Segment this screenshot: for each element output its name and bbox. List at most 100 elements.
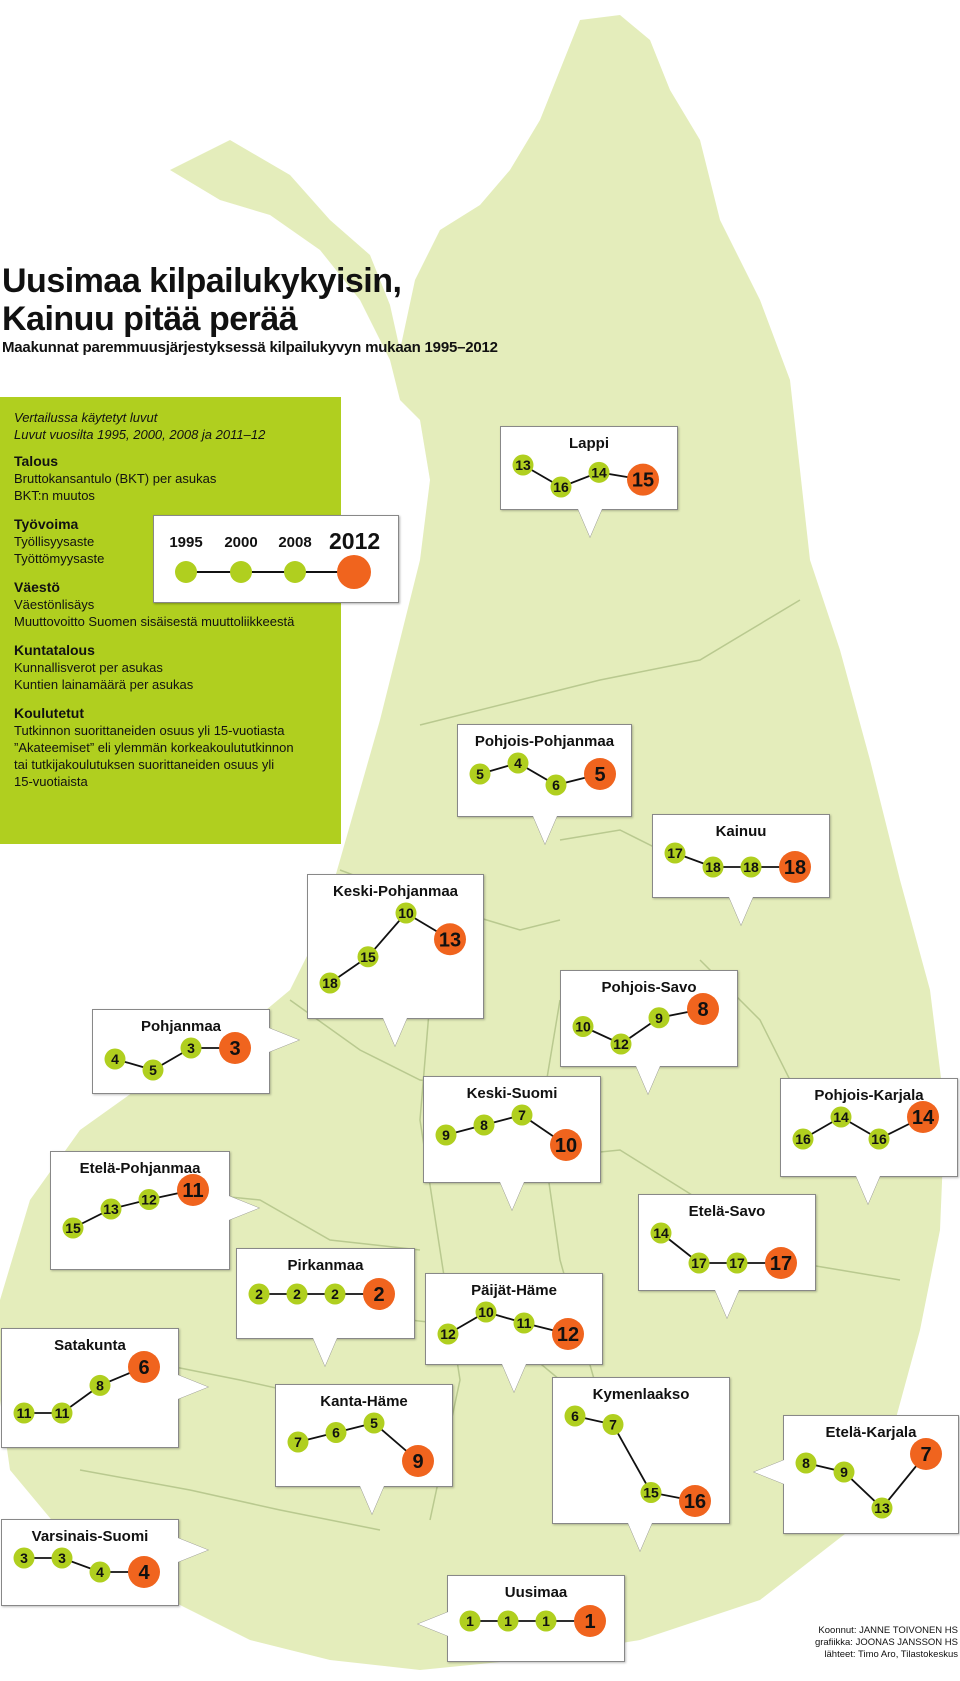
rank-label: 1 — [504, 1613, 512, 1629]
rank-dot-2012 — [907, 1101, 939, 1133]
rank-label: 5 — [149, 1062, 157, 1078]
rank-dot — [319, 972, 341, 994]
callout-pointer — [229, 1196, 259, 1220]
info-intro: Vertailussa käytetyt luvut Luvut vuosilt… — [14, 409, 327, 443]
rank-label: 13 — [439, 929, 461, 951]
rank-dot — [871, 1497, 893, 1519]
rank-dot — [545, 774, 567, 796]
rank-line — [522, 464, 644, 488]
rank-label: 8 — [697, 999, 708, 1021]
rank-dot — [142, 1059, 164, 1081]
rank-dot-2012 — [434, 923, 466, 956]
rank-line — [674, 852, 795, 868]
rank-label: 1 — [466, 1613, 474, 1629]
rank-label: 9 — [655, 1010, 663, 1026]
rank-chart: 18 15 10 13 — [319, 902, 466, 994]
rank-label: 17 — [691, 1255, 707, 1271]
info-line: Bruttokansantulo (BKT) per asukas — [14, 471, 217, 486]
rank-dot — [868, 1128, 890, 1150]
region-name: Kymenlaakso — [592, 1386, 690, 1403]
region-name: Pohjois-Karjala — [814, 1087, 924, 1104]
rank-label: 10 — [555, 1135, 577, 1157]
region-name: Keski-Pohjanmaa — [332, 883, 459, 900]
rank-dot — [640, 1482, 662, 1503]
region-name: Satakunta — [54, 1337, 126, 1354]
callout-pointer — [502, 1364, 526, 1392]
rank-dot — [248, 1283, 270, 1305]
region-card-varsinais-suomi: Varsinais-Suomi 3 3 4 4 — [1, 1519, 179, 1606]
rank-dot-2012 — [910, 1438, 942, 1470]
region-card-pohjois-savo: Pohjois-Savo 10 12 9 8 — [560, 970, 738, 1067]
info-section-tyovoima: Työvoima Työllisyysaste Työttömyysaste — [14, 516, 327, 567]
rank-dot — [688, 1252, 710, 1274]
rank-label: 13 — [103, 1201, 119, 1217]
callout-pointer — [360, 1486, 384, 1514]
rank-label: 5 — [476, 766, 484, 782]
rank-label: 9 — [442, 1127, 450, 1143]
rank-label: 12 — [613, 1036, 629, 1052]
rank-chart: 3 3 4 4 — [13, 1547, 160, 1588]
rank-line — [24, 1366, 145, 1414]
region-name: Pirkanmaa — [287, 1257, 364, 1274]
rank-dot — [287, 1431, 309, 1453]
rank-line — [660, 1232, 781, 1264]
rank-dot — [324, 1283, 346, 1305]
callout-pointer — [418, 1612, 448, 1636]
rank-dot-2012 — [363, 1278, 395, 1310]
callout-pointer — [628, 1523, 652, 1551]
rank-label: 5 — [370, 1415, 378, 1431]
legend-year-2008: 2008 — [278, 534, 312, 551]
rank-label: 16 — [684, 1491, 706, 1513]
info-section-title: Talous — [14, 453, 59, 469]
region-card-lappi: Lappi 13 16 14 15 — [500, 426, 678, 510]
rank-dot — [740, 856, 762, 878]
info-section-title: Kuntatalous — [14, 642, 95, 658]
rank-label: 6 — [571, 1408, 579, 1424]
rank-label: 5 — [594, 764, 605, 786]
rank-dot — [830, 1106, 852, 1128]
rank-chart: 4 5 3 3 — [104, 1032, 251, 1081]
rank-dot — [726, 1252, 748, 1274]
callout-pointer — [178, 1538, 208, 1562]
legend-year-2000: 2000 — [224, 534, 258, 551]
callout-pointer — [500, 1182, 524, 1210]
region-card-kanta-hame: Kanta-Häme 7 6 5 9 — [275, 1384, 453, 1487]
rank-line — [582, 1008, 704, 1046]
rank-dot — [62, 1217, 84, 1239]
region-card-satakunta: Satakunta 11 11 8 6 — [1, 1328, 179, 1448]
rank-dot — [602, 1414, 624, 1435]
title-line-2: Kainuu pitää perää — [2, 300, 298, 338]
rank-dot-2012 — [219, 1032, 251, 1064]
legend-dot-2012 — [337, 555, 371, 589]
rank-dot — [437, 1323, 459, 1345]
rank-dot — [100, 1198, 122, 1220]
info-line: Kunnallisverot per asukas — [14, 660, 163, 675]
rank-label: 7 — [518, 1107, 526, 1123]
region-name: Päijät-Häme — [471, 1282, 557, 1299]
rank-dot — [512, 454, 534, 476]
region-name: Etelä-Savo — [688, 1203, 766, 1220]
rank-label: 17 — [729, 1255, 745, 1271]
rank-line — [297, 1422, 419, 1462]
region-name: Lappi — [569, 435, 609, 452]
region-name: Keski-Suomi — [466, 1085, 558, 1102]
rank-label: 12 — [141, 1192, 157, 1208]
rank-dot-2012 — [574, 1605, 606, 1637]
rank-dot-2012 — [128, 1351, 160, 1383]
callout-pointer — [856, 1176, 880, 1204]
region-card-pohjois-pohjanmaa: Pohjois-Pohjanmaa 5 4 6 5 — [457, 724, 632, 817]
rank-dot — [664, 842, 686, 864]
rank-line — [805, 1453, 927, 1510]
rank-dot — [497, 1610, 519, 1632]
info-section-title: Koulutetut — [14, 705, 84, 721]
rank-label: 15 — [643, 1485, 659, 1501]
credits: Koonnut: JANNE TOIVONEN HS grafiikka: JO… — [815, 1625, 958, 1661]
rank-label: 14 — [653, 1225, 669, 1241]
info-line: ”Akateemiset” eli ylemmän korkeakoulutut… — [14, 740, 294, 755]
credit-sources: lähteet: Timo Aro, Tilastokeskus — [824, 1649, 958, 1660]
rank-dot — [473, 1114, 495, 1136]
info-line: Työllisyysaste — [14, 534, 95, 549]
title-line-1: Uusimaa kilpailukykyisin, — [2, 262, 402, 300]
rank-label: 1 — [584, 1611, 595, 1633]
region-name: Kanta-Häme — [320, 1393, 408, 1410]
